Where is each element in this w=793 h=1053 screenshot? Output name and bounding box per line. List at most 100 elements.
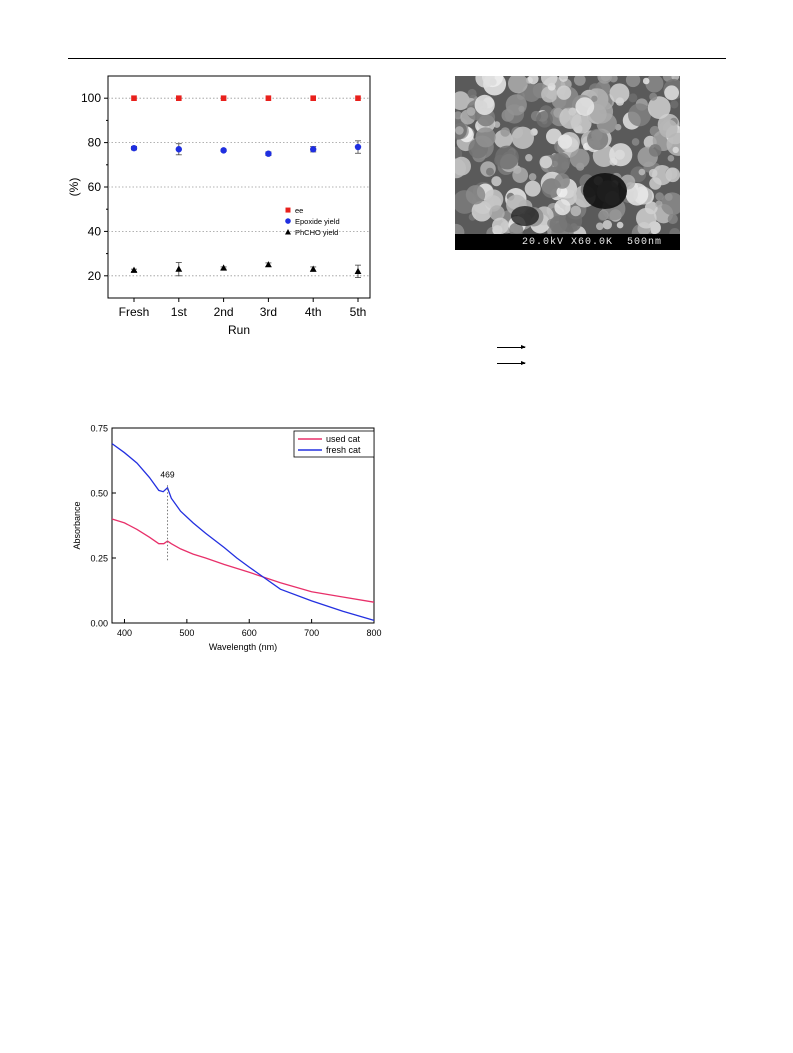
sem-particle xyxy=(672,146,679,154)
sem-particle xyxy=(575,97,595,116)
sem-particle xyxy=(528,173,537,181)
sem-particle xyxy=(557,134,573,149)
sem-particle xyxy=(642,77,650,85)
sem-particle xyxy=(556,85,572,100)
sem-particle xyxy=(655,192,664,201)
y-axis-label: Absorbance xyxy=(72,501,82,549)
y-tick-label: 60 xyxy=(88,180,102,194)
x-tick-label: Fresh xyxy=(119,305,150,319)
sem-image: 20.0kV X60.0K 500nm xyxy=(455,76,680,250)
sem-particle xyxy=(625,76,641,88)
sem-micrograph xyxy=(455,76,680,244)
x-tick-label: 5th xyxy=(350,305,367,319)
sem-pore xyxy=(511,206,539,226)
sem-particle xyxy=(628,93,638,103)
legend-marker-phcho xyxy=(285,229,291,235)
sem-particle xyxy=(648,144,662,157)
sem-particle xyxy=(475,127,496,148)
sem-particle xyxy=(489,205,505,221)
sem-particle xyxy=(546,128,562,145)
sem-particle xyxy=(664,85,679,101)
epoxide-point xyxy=(354,143,362,151)
sem-particle xyxy=(670,100,679,109)
x-axis-label: Wavelength (nm) xyxy=(209,642,277,652)
y-tick-label: 40 xyxy=(88,224,102,238)
sem-particle xyxy=(512,167,529,183)
epoxide-point xyxy=(265,150,272,157)
y-tick-label: 100 xyxy=(81,91,101,105)
sem-particle xyxy=(591,95,598,102)
used-cat-line xyxy=(111,518,375,603)
x-tick-label: 4th xyxy=(305,305,322,319)
sem-particle xyxy=(528,76,539,85)
sem-particle xyxy=(500,127,510,137)
sem-particle xyxy=(556,186,568,198)
sem-particle xyxy=(522,83,541,102)
x-tick-label: 400 xyxy=(117,628,132,638)
sem-particle xyxy=(609,83,630,104)
sem-particle xyxy=(495,145,519,170)
sem-particle xyxy=(509,222,524,237)
sem-particle xyxy=(525,154,533,162)
sem-particle xyxy=(511,126,534,149)
ee-point xyxy=(131,95,137,101)
sem-particle xyxy=(505,94,527,116)
sem-particle xyxy=(589,99,614,124)
epoxide-point xyxy=(130,144,138,152)
sem-particle xyxy=(559,107,582,129)
epoxide-point xyxy=(220,147,227,154)
ee-point xyxy=(310,95,316,101)
y-axis-label: (%) xyxy=(67,178,81,197)
epoxide-point xyxy=(310,146,317,153)
sem-particle xyxy=(664,193,673,201)
annotation-label: 469 xyxy=(160,469,174,479)
y-tick-label: 80 xyxy=(88,136,102,150)
uvvis-chart: 0.00 0.25 0.50 0.75 400 500 600 700 800 Wavelengt… xyxy=(60,420,390,665)
x-tick-label: 3rd xyxy=(260,305,277,319)
sem-particle xyxy=(592,144,616,167)
sem-particle xyxy=(665,167,680,183)
sem-particle xyxy=(455,91,470,111)
sem-particle xyxy=(596,222,604,231)
legend-label: fresh cat xyxy=(326,445,361,455)
sem-particle xyxy=(667,155,675,162)
sem-particle xyxy=(667,213,678,225)
sem-particle xyxy=(616,221,624,229)
x-tick-label: 800 xyxy=(366,628,381,638)
sem-particle xyxy=(455,158,466,179)
sem-particle xyxy=(474,94,495,115)
legend-label: used cat xyxy=(326,434,361,444)
sem-pore xyxy=(583,173,627,209)
phcho-point xyxy=(130,266,138,273)
sem-particle xyxy=(648,168,658,178)
reaction-arrow-bottom xyxy=(497,361,526,365)
x-tick-label: 600 xyxy=(242,628,257,638)
uvvis-chart-svg: 0.00 0.25 0.50 0.75 400 500 600 700 800 Wavelengt… xyxy=(72,424,382,653)
phcho-point xyxy=(309,265,317,272)
x-axis-label: Run xyxy=(228,323,250,337)
sem-scale-label: 20.0kV X60.0K 500nm xyxy=(521,237,662,248)
sem-particle xyxy=(539,155,553,169)
sem-particle xyxy=(649,92,658,101)
ee-point xyxy=(220,95,227,101)
sem-particle xyxy=(573,76,586,86)
sem-particle xyxy=(659,119,678,138)
sem-particle xyxy=(645,76,664,93)
phcho-point xyxy=(175,265,183,272)
plot-frame xyxy=(111,427,375,624)
sem-particle xyxy=(647,96,671,119)
y-tick-label: 0.00 xyxy=(90,619,108,629)
sem-particle xyxy=(466,107,476,116)
reaction-arrow-top xyxy=(497,345,526,349)
sem-particle xyxy=(455,126,464,135)
sem-particle xyxy=(541,76,558,86)
legend-marker-ee xyxy=(285,207,291,213)
legend-box xyxy=(293,430,375,458)
x-tick-label: 500 xyxy=(179,628,194,638)
sem-particle xyxy=(638,168,646,176)
phcho-point xyxy=(220,264,227,271)
y-tick-label: 0.75 xyxy=(90,424,108,434)
sem-particle xyxy=(655,200,663,208)
sem-particle xyxy=(465,185,486,205)
legend-label: PhCHO yield xyxy=(295,228,338,237)
